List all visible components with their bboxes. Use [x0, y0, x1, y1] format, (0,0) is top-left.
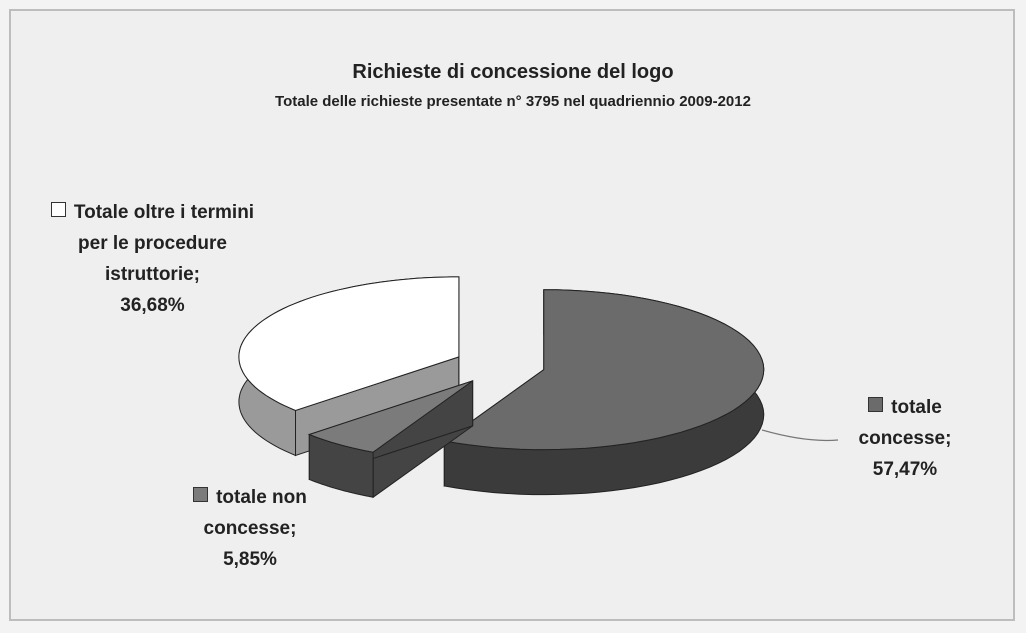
- value-label: 5,85%: [223, 549, 277, 570]
- slice-label: totale non concesse; 5,85%: [165, 482, 335, 575]
- category-label: Totale oltre i termini per le procedure …: [73, 202, 255, 285]
- leader-line: [761, 429, 839, 442]
- value-label: 57,47%: [872, 459, 938, 480]
- slice-top: [307, 380, 473, 453]
- legend-swatch: [868, 397, 884, 412]
- category-label: totale non concesse;: [203, 487, 307, 539]
- pie-slice: [307, 379, 474, 499]
- pie-slice: [238, 276, 460, 457]
- pie-slice: [443, 289, 765, 496]
- pie: [238, 276, 765, 499]
- value-label: 36,68%: [120, 295, 185, 316]
- legend-swatch: [50, 202, 66, 217]
- slice-top: [443, 289, 765, 451]
- slice-label: totale concesse; 57,47%: [830, 392, 980, 485]
- chart-subtitle: Totale delle richieste presentate n° 379…: [275, 93, 751, 110]
- slice-top: [238, 276, 460, 412]
- chart-frame: [9, 9, 1015, 621]
- slice-label: Totale oltre i termini per le procedure …: [35, 197, 270, 321]
- chart-title: Richieste di concessione del logo: [352, 61, 673, 83]
- legend-swatch: [193, 487, 209, 502]
- category-label: totale concesse;: [858, 397, 952, 449]
